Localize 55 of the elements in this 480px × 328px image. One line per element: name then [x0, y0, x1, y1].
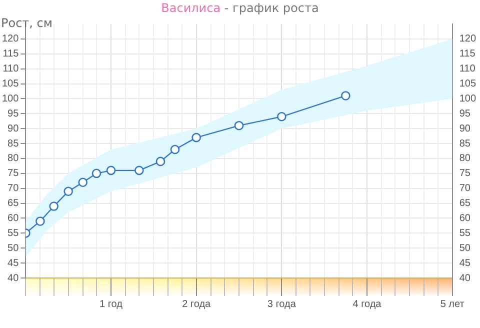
y2-tick-label: 105 [459, 78, 476, 90]
y2-tick-label: 70 [459, 183, 471, 194]
y2-tick-label: 120 [459, 34, 476, 45]
y2-tick-label: 110 [459, 64, 476, 75]
y-tick-label: 85 [8, 138, 20, 150]
point [64, 186, 73, 196]
y-tick-label: 40 [8, 272, 20, 284]
point [36, 216, 45, 226]
y2-tick-label: 55 [459, 228, 471, 239]
point [106, 166, 116, 176]
y-tick-label: 45 [8, 258, 20, 269]
chart-title: Василиса [161, 1, 221, 15]
y2-tick-label: 75 [459, 168, 471, 180]
y-tick-label: 120 [2, 34, 20, 45]
point [234, 120, 244, 130]
y-axis-title: Рост, см [1, 16, 52, 30]
y-tick-label: 95 [8, 108, 20, 120]
point [156, 156, 166, 166]
y-tick-label: 115 [2, 48, 20, 60]
y-tick-label: 90 [8, 123, 20, 134]
chart-subtitle: - график роста [223, 1, 319, 15]
y2-tick-label: 95 [459, 108, 471, 120]
y2-tick-label: 80 [459, 153, 471, 164]
point [78, 178, 88, 188]
point [49, 202, 58, 211]
point [277, 112, 286, 122]
x-tick-label: 4 года [352, 298, 382, 310]
y2-tick-label: 50 [459, 242, 471, 254]
y2-tick-label: 60 [459, 212, 471, 224]
y2-tick-label: 65 [459, 198, 471, 210]
point [192, 132, 201, 142]
y-tick-label: 60 [8, 212, 20, 224]
y2-tick-label: 115 [459, 48, 476, 60]
y-tick-label: 100 [2, 93, 20, 104]
y2-tick-label: 85 [459, 138, 471, 150]
y-tick-label: 80 [8, 153, 20, 164]
x-tick-label: 5 лет [440, 298, 465, 310]
y2-tick-label: 40 [459, 272, 471, 284]
y-tick-label: 105 [2, 78, 20, 90]
point [341, 91, 350, 100]
y-tick-label: 110 [2, 64, 20, 75]
y-tick-label: 70 [8, 183, 20, 194]
y2-tick-label: 100 [459, 93, 476, 104]
point [92, 168, 102, 178]
point [134, 166, 144, 176]
y-tick-label: 55 [8, 228, 20, 239]
y-tick-label: 65 [8, 198, 20, 210]
x-tick-label: 2 года [182, 298, 212, 310]
y-tick-label: 50 [8, 242, 20, 254]
point [170, 144, 180, 154]
y2-tick-label: 90 [459, 123, 471, 134]
y-tick-label: 75 [8, 168, 20, 180]
y2-tick-label: 45 [459, 258, 471, 269]
x-tick-label: 3 года [267, 298, 296, 310]
x-tick-label: 1 год [100, 298, 123, 310]
